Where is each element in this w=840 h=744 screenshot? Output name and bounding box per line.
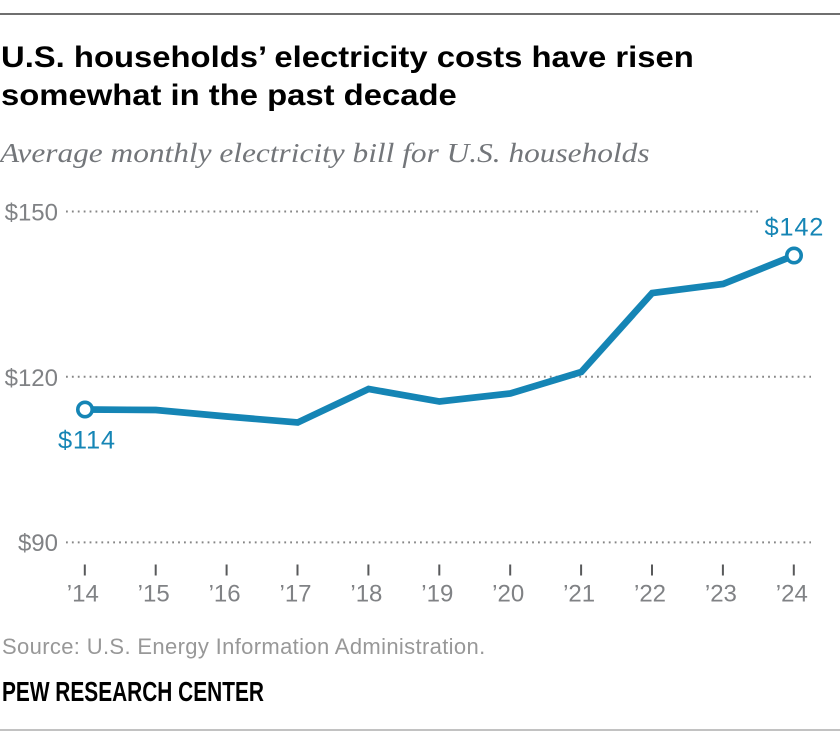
svg-text:$120: $120 (5, 365, 58, 392)
svg-text:’14: ’14 (67, 581, 99, 608)
svg-text:’17: ’17 (279, 581, 311, 608)
svg-text:’21: ’21 (563, 581, 595, 608)
svg-text:’22: ’22 (634, 581, 666, 608)
svg-text:$114: $114 (58, 426, 116, 454)
svg-text:’16: ’16 (209, 581, 241, 608)
svg-text:’19: ’19 (421, 581, 453, 608)
svg-text:’15: ’15 (138, 581, 170, 608)
svg-text:’20: ’20 (492, 581, 524, 608)
svg-text:’18: ’18 (350, 581, 382, 608)
svg-text:’24: ’24 (776, 581, 808, 608)
svg-text:$150: $150 (5, 200, 58, 227)
svg-text:$142: $142 (765, 214, 825, 242)
svg-text:$90: $90 (18, 530, 58, 557)
svg-text:’23: ’23 (705, 581, 737, 608)
